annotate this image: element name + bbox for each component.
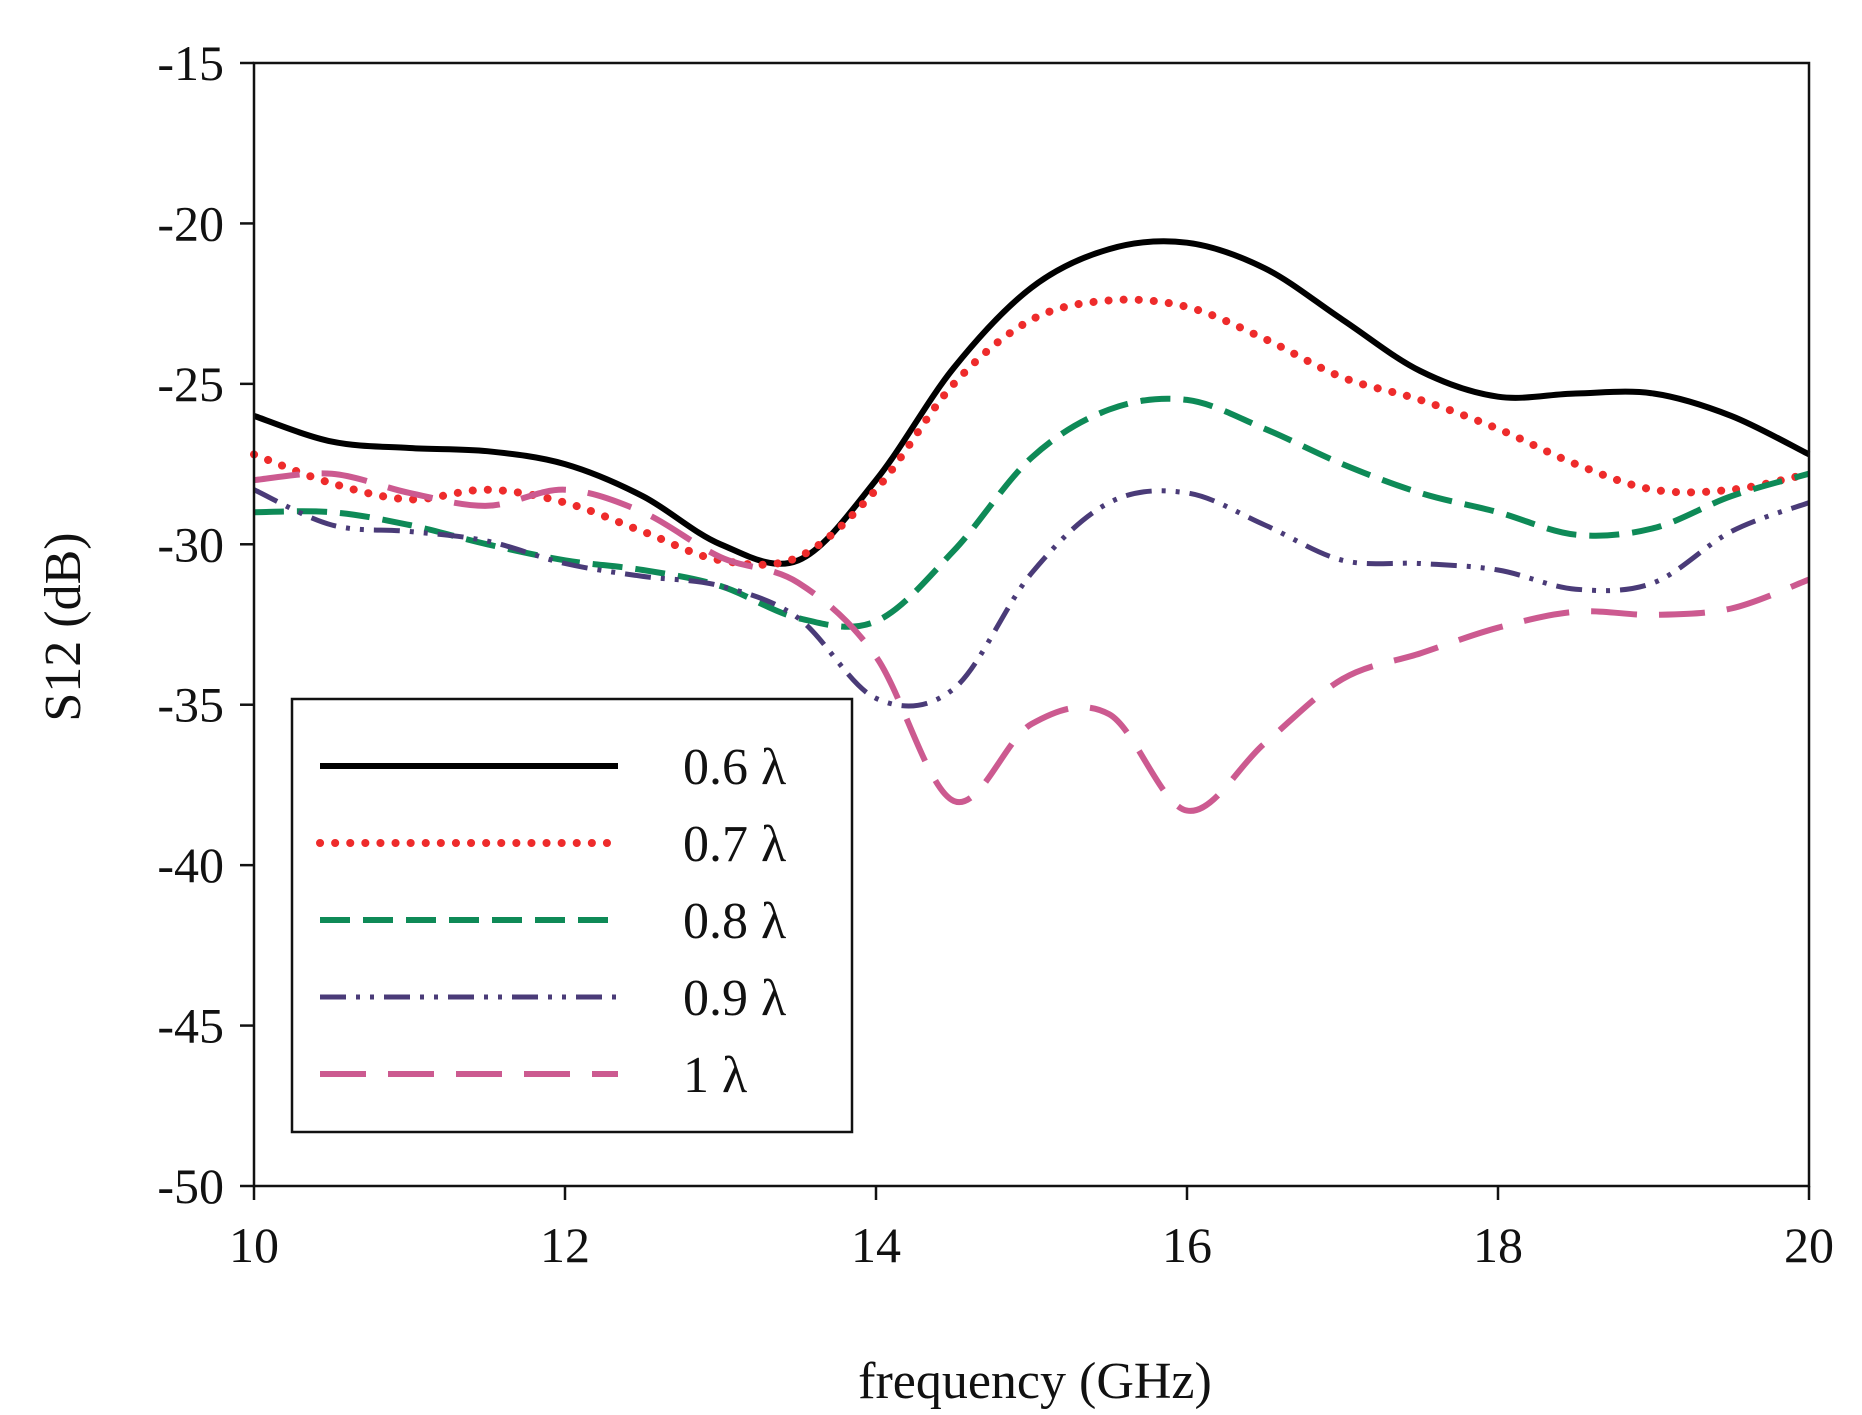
legend-label-3: 0.9 λ — [683, 970, 786, 1027]
series-line-0 — [253, 238, 1811, 567]
legend-label-0: 0.6 λ — [683, 739, 786, 796]
y-tick-label: -25 — [157, 356, 224, 412]
y-tick-label: -30 — [157, 516, 224, 572]
x-tick-label: 10 — [229, 1217, 279, 1273]
y-tick-label: -20 — [157, 195, 224, 251]
x-tick-label: 12 — [540, 1217, 590, 1273]
x-tick-label: 16 — [1162, 1217, 1212, 1273]
axes: 10 12 14 16 18 20 -50 -45 -40 -35 -30 -25 -20 -15 — [157, 35, 1834, 1273]
legend-label-1: 0.7 λ — [683, 816, 786, 873]
plot-area — [250, 238, 1813, 814]
y-tick-label: -50 — [157, 1158, 224, 1214]
x-axis-label: frequency (GHz) — [858, 1353, 1212, 1410]
y-tick-label: -40 — [157, 837, 224, 893]
series-line-2 — [253, 395, 1810, 630]
legend-label-4: 1 λ — [683, 1047, 747, 1104]
legend-label-2: 0.8 λ — [683, 893, 786, 950]
x-tick-label: 14 — [851, 1217, 901, 1273]
y-tick-label: -45 — [157, 998, 224, 1054]
legend: 0.6 λ 0.7 λ 0.8 λ 0.9 λ 1 λ — [290, 697, 854, 1134]
plot-frame — [252, 61, 1811, 1188]
series-line-3 — [252, 487, 1810, 709]
series-line-1 — [250, 295, 1813, 569]
y-tick-label: -35 — [157, 677, 224, 733]
legend-box — [290, 697, 854, 1134]
y-axis-label: S12 (dB) — [35, 532, 92, 721]
x-tick-label: 18 — [1473, 1217, 1523, 1273]
y-tick-label: -15 — [157, 35, 224, 91]
x-tick-label: 20 — [1784, 1217, 1834, 1273]
series-line-4 — [253, 470, 1811, 814]
